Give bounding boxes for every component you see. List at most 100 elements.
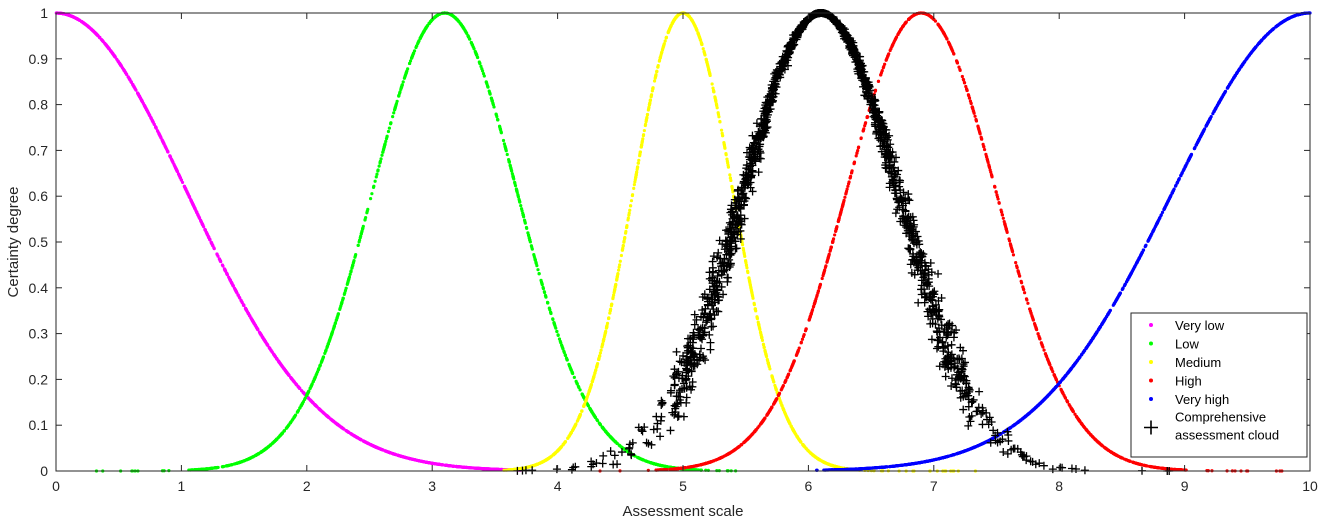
data-point [199,467,203,471]
data-point [501,138,506,143]
data-point [635,165,640,170]
data-point [530,245,534,249]
data-point [368,197,373,201]
data-point [612,290,616,295]
data-point [151,119,155,123]
data-point [162,142,166,146]
data-point [92,30,97,34]
data-point [705,62,709,66]
data-point [562,349,566,353]
data-point [1087,430,1091,435]
data-point [689,16,693,20]
data-point [899,28,903,32]
data-point [1126,459,1131,463]
data-point [160,139,165,143]
data-point [168,154,172,158]
data-point [496,467,500,471]
data-point [909,15,913,19]
data-point [901,24,905,29]
data-point [1096,440,1100,444]
data-point [600,425,605,430]
data-point [945,37,949,41]
data-point [183,186,187,190]
data-point [928,14,933,19]
data-point [417,39,421,44]
data-point [295,383,299,387]
data-point [656,65,660,69]
data-point [366,207,370,211]
data-point [460,465,465,469]
data-point [865,115,869,119]
data-point [1033,323,1037,327]
data-point [703,461,708,466]
data-point [636,161,640,165]
data-point [1156,466,1160,470]
data-point [376,446,381,450]
data-point [278,434,282,438]
data-point [830,240,835,245]
data-point [650,461,654,465]
data-point [713,96,717,100]
data-point [586,404,591,408]
data-point [357,240,361,244]
data-point [719,128,724,132]
data-point [706,461,711,465]
data-point [599,348,603,352]
data-point [1063,396,1068,400]
data-point [1017,274,1022,278]
data-point [617,265,621,269]
data-point [797,438,802,442]
data-point [1014,261,1018,265]
data-point [481,467,485,471]
data-point [466,35,471,39]
data-point [417,459,421,463]
data-point [947,42,952,46]
data-point [757,324,761,329]
data-point [526,231,530,235]
data-point [590,379,594,384]
data-point [386,129,391,134]
data-point [511,176,515,180]
data-point [524,225,529,230]
data-point [995,193,999,197]
data-point [505,152,509,157]
data-point [391,115,395,119]
data-point [325,414,330,418]
data-point [1161,466,1165,470]
data-point [72,15,76,19]
data-point [549,311,553,316]
data-point [402,455,406,459]
data-point [377,164,381,168]
data-point [746,270,750,275]
data-point [845,187,849,191]
data-point [993,184,997,188]
data-point [126,75,130,79]
data-point [629,199,634,203]
data-point [180,180,185,185]
data-point [298,386,302,391]
data-point [771,378,775,382]
data-point [543,293,548,298]
data-point [648,98,652,102]
data-point [465,465,469,470]
data-point [362,439,367,444]
data-point [638,154,642,158]
data-point [193,206,197,210]
data-point [660,51,664,55]
data-point [519,204,523,208]
data-point [632,186,636,190]
data-point [397,93,401,98]
data-point [83,22,87,26]
data-point [498,125,502,129]
data-point [576,417,580,422]
data-point [541,286,546,291]
data-point [346,430,350,434]
data-point [1026,301,1030,305]
data-point [265,446,269,450]
data-point [581,394,585,399]
data-point [938,25,942,29]
data-point [517,199,522,203]
data-point [522,218,527,222]
data-point [742,252,746,256]
data-point [982,144,986,149]
